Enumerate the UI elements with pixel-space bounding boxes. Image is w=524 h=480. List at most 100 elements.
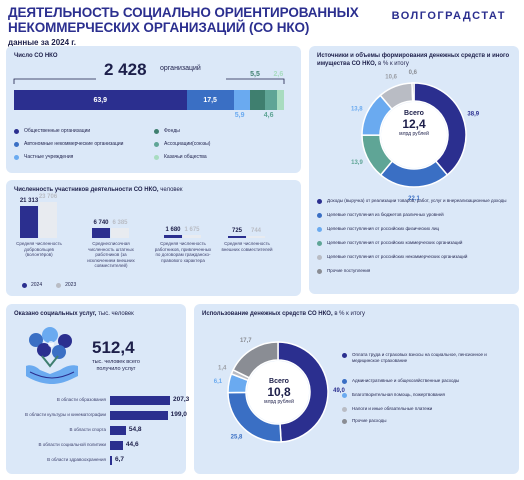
sources-legend-swatch-2 — [317, 226, 322, 232]
usage-title-text: Использование денежных средств СО НКО, — [202, 311, 333, 317]
sources-legend-item-4: Целевые поступления от российских некомм… — [317, 254, 512, 260]
usage-donut-chart: 49,0 25,8 6,1 1,4 17,7 — [214, 338, 345, 443]
services-bar-4 — [110, 456, 112, 465]
nko-count-panel: Число СО НКО 2 428 организаций 63,9 17,5 … — [6, 46, 301, 173]
participants-bar-2023-1 — [111, 228, 129, 238]
services-row-label-1: В области культуры и кинематографии — [24, 412, 106, 417]
usage-legend-swatch-0 — [342, 352, 347, 358]
participants-value-2023-3: 744 — [250, 228, 261, 234]
usage-legend-label-2: Благотворительная помощь, пожертвования — [352, 392, 445, 397]
nko-legend-swatch-1 — [154, 128, 159, 134]
usage-slice-0 — [277, 341, 329, 443]
legend-2023-label: 2023 — [65, 282, 77, 288]
nko-segment-2 — [233, 90, 250, 110]
sources-legend-swatch-5 — [317, 268, 322, 274]
usage-legend-label-4: Прочие расходы — [352, 418, 387, 423]
nko-segment-label-3: 5,5 — [250, 71, 260, 78]
sources-label-5: 0,6 — [409, 70, 418, 76]
services-title-text: Оказано социальных услуг, — [14, 311, 97, 317]
usage-legend-item-1: Административные и общехозяйственные рас… — [342, 378, 512, 384]
sources-legend-swatch-1 — [317, 212, 322, 218]
page-subtitle: данные за 2024 г. — [8, 38, 77, 47]
services-title: Оказано социальных услуг, тыс. человек — [14, 310, 134, 318]
services-bar-0 — [110, 396, 170, 405]
usage-legend-swatch-1 — [342, 378, 347, 384]
sources-title-unit: в % к итогу — [378, 61, 409, 67]
nko-count-title: Число СО НКО — [14, 53, 58, 59]
nko-total-unit: организаций — [160, 65, 201, 72]
nko-legend-swatch-5 — [154, 154, 159, 160]
usage-legend-item-3: Налоги и иные обязательные платежи — [342, 406, 512, 412]
legend-2023: 2023 — [56, 282, 76, 288]
services-row-0: В области образования 207,3 — [10, 396, 189, 405]
sources-panel: Источники и объемы формирования денежных… — [309, 46, 519, 294]
participants-value-2024-3: 725 — [231, 228, 242, 234]
usage-center-value: 10,8 — [267, 385, 291, 399]
nko-bracket — [13, 78, 285, 84]
usage-title: Использование денежных средств СО НКО, в… — [202, 310, 365, 318]
page-title-line2: НЕКОММЕРЧЕСКИХ ОРГАНИЗАЦИЙ (СО НКО) — [8, 20, 310, 35]
sources-center-label: Всего — [404, 110, 424, 117]
nko-segment-5 — [276, 90, 284, 110]
sources-legend-item-0: Доходы (выручка) от реализации товаров, … — [317, 198, 512, 204]
usage-legend-item-0: Оплата труда и страховых взносы на социа… — [342, 352, 512, 363]
services-row-label-4: В области здравоохранения — [47, 457, 106, 462]
participants-value-2024-2: 1 680 — [165, 227, 181, 234]
nko-legend-label-1: Фонды — [164, 128, 180, 134]
usage-slice-4 — [232, 341, 279, 379]
sources-label-0: 38,9 — [467, 112, 479, 118]
usage-label-3: 1,4 — [218, 365, 227, 371]
sources-legend-swatch-3 — [317, 240, 322, 246]
participants-bar-2023-3 — [247, 236, 265, 238]
services-row-label-2: В области спорта — [69, 427, 106, 432]
nko-segment-0: 63,9 — [14, 90, 187, 110]
sources-slice-5 — [411, 82, 415, 102]
page-title: ДЕЯТЕЛЬНОСТЬ СОЦИАЛЬНО ОРИЕНТИРОВАННЫХ Н… — [8, 5, 388, 35]
participants-bar-2024-2 — [164, 235, 182, 238]
services-row-3: В области социальной политики 44,6 — [10, 441, 180, 450]
sources-legend-item-5: Прочие поступления — [317, 268, 512, 274]
nko-segment-label-5: 2,6 — [273, 71, 284, 78]
participants-bar-2024-3 — [228, 236, 246, 238]
usage-center-unit: млрд рублей — [264, 399, 294, 405]
services-value-3: 44,6 — [125, 441, 139, 448]
nko-legend-label-4: Частные учреждения — [24, 154, 74, 160]
usage-label-4: 17,7 — [240, 338, 252, 344]
participants-value-2023-2: 1 675 — [184, 227, 200, 234]
services-total-value: 512,4 — [92, 338, 135, 357]
nko-segment-label-4: 4,6 — [263, 112, 274, 119]
participants-label-3: Средняя численность внешних совместителе… — [221, 241, 273, 252]
nko-segment-3 — [249, 90, 265, 110]
legend-2024-swatch — [22, 282, 27, 288]
participants-label-0: Средняя численность добровольцев (волонт… — [16, 241, 62, 257]
participants-title-text: Численность участников деятельности СО Н… — [14, 187, 159, 193]
sources-legend-label-0: Доходы (выручка) от реализации товаров, … — [327, 198, 507, 203]
services-row-label-3: В области социальной политики — [38, 442, 107, 447]
services-bar-3 — [110, 441, 123, 450]
sources-legend-swatch-4 — [317, 254, 322, 260]
participants-bar-2023-0 — [39, 202, 57, 238]
sources-legend-label-2: Целевые поступления от российских физиче… — [327, 226, 440, 231]
usage-legend-label-0: Оплата труда и страховых взносы на социа… — [352, 352, 487, 363]
legend-2023-swatch — [56, 282, 62, 288]
nko-legend-item-0: Общественные организации — [14, 128, 90, 134]
sources-center-value: 12,4 — [402, 117, 426, 131]
nko-total-value: 2 428 — [104, 60, 147, 79]
services-bar-2 — [110, 426, 126, 435]
nko-segment-label-2: 5,9 — [234, 112, 245, 119]
services-panel: Оказано социальных услуг, тыс. человек 5… — [6, 304, 189, 474]
nko-legend-item-1: Фонды — [154, 128, 180, 134]
usage-panel: Использование денежных средств СО НКО, в… — [194, 304, 519, 474]
sources-center: Всего 12,4 млрд рублей — [386, 110, 442, 137]
participants-label-1: Среднесписочная численность штатных рабо… — [87, 241, 135, 268]
nko-segment-1: 17,5 — [186, 90, 234, 110]
nko-legend-swatch-0 — [14, 128, 19, 134]
usage-label-0: 49,0 — [333, 388, 345, 394]
nko-legend-swatch-4 — [14, 154, 19, 160]
usage-center: Всего 10,8 млрд рублей — [254, 378, 304, 405]
services-value-0: 207,3 — [173, 396, 190, 403]
sources-legend-label-3: Целевые поступления от российских коммер… — [327, 240, 463, 245]
participants-title-unit: человек — [160, 187, 183, 193]
usage-title-unit: в % к итогу — [334, 311, 366, 317]
nko-legend-label-5: Казачьи общества — [164, 154, 207, 160]
